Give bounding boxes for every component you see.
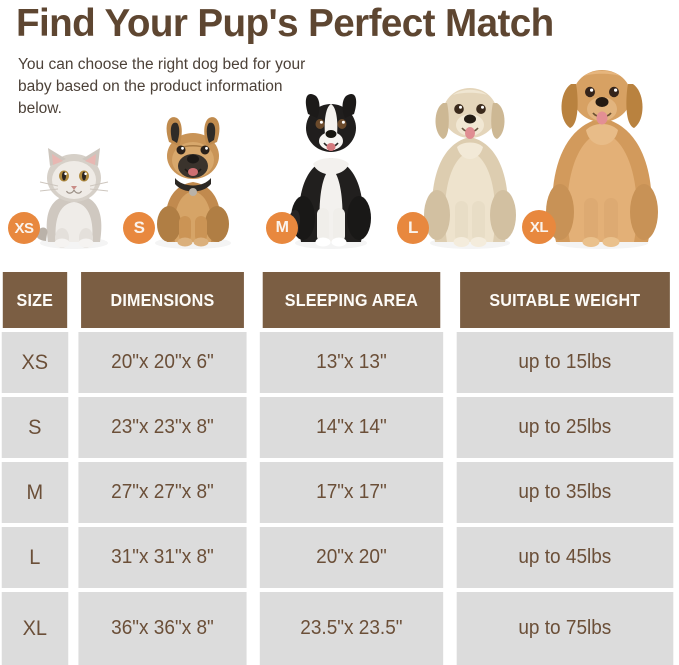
page-title: Find Your Pup's Perfect Match <box>16 2 554 45</box>
badge-xs-label: XS <box>14 219 34 237</box>
french-bulldog-illustration <box>155 117 231 249</box>
cell-sleeping-area-label: 17"x 17" <box>315 481 387 503</box>
table-row: XL 36"x 36"x 8" 23.5"x 23.5" up to 75lbs <box>0 592 679 665</box>
cell-size: XS <box>1 332 68 393</box>
badge-s-label: S <box>133 218 145 237</box>
table-row: L 31"x 31"x 8" 20"x 20" up to 45lbs <box>0 527 679 588</box>
hero-section: Find Your Pup's Perfect Match You can ch… <box>0 0 679 272</box>
column-header-dimensions: DIMENSIONS <box>80 272 244 328</box>
cell-size: M <box>1 462 68 523</box>
cell-suitable-weight: up to 45lbs <box>457 527 674 588</box>
column-header-sleeping-area-label: SLEEPING AREA <box>284 289 418 310</box>
cell-suitable-weight: up to 35lbs <box>457 462 674 523</box>
animal-m-bordercollie: M <box>266 84 379 252</box>
cell-size-label: L <box>29 545 41 569</box>
cell-suitable-weight-label: up to 75lbs <box>518 617 612 639</box>
border-collie-illustration <box>289 94 371 249</box>
animal-xs-cat: XS <box>8 142 120 252</box>
cell-size-label: XL <box>22 616 47 640</box>
cell-sleeping-area: 20"x 20" <box>259 527 443 588</box>
cell-suitable-weight-label: up to 15lbs <box>518 351 612 373</box>
cell-sleeping-area-label: 14"x 14" <box>315 416 387 438</box>
cell-dimensions: 27"x 27"x 8" <box>78 462 247 523</box>
column-header-size-label: SIZE <box>16 289 54 310</box>
cell-suitable-weight-label: up to 35lbs <box>518 481 612 503</box>
animal-lineup: XS <box>0 60 679 260</box>
cat-illustration <box>36 148 109 249</box>
cell-suitable-weight: up to 75lbs <box>457 592 674 665</box>
cell-sleeping-area: 23.5"x 23.5" <box>259 592 443 665</box>
cell-size: S <box>1 397 68 458</box>
cell-sleeping-area: 13"x 13" <box>259 332 443 393</box>
badge-xl: XL <box>522 210 556 244</box>
badge-m-label: M <box>275 219 289 236</box>
cell-dimensions-label: 23"x 23"x 8" <box>110 416 214 438</box>
animal-xl-golden-retriever-dark: XL <box>522 52 666 252</box>
cell-dimensions-label: 27"x 27"x 8" <box>110 481 214 503</box>
table-header-row: SIZE DIMENSIONS SLEEPING AREA SUITABLE W… <box>0 272 679 328</box>
badge-l-label: L <box>408 218 418 237</box>
cell-sleeping-area-label: 20"x 20" <box>315 546 387 568</box>
cell-suitable-weight-label: up to 25lbs <box>518 416 612 438</box>
cell-dimensions-label: 36"x 36"x 8" <box>110 617 214 639</box>
cell-suitable-weight-label: up to 45lbs <box>518 546 612 568</box>
badge-m: M <box>266 212 298 244</box>
badge-s: S <box>123 212 155 244</box>
cell-size: L <box>1 527 68 588</box>
table-row: S 23"x 23"x 8" 14"x 14" up to 25lbs <box>0 397 679 458</box>
column-header-sleeping-area: SLEEPING AREA <box>262 272 440 328</box>
golden-retriever-dark-illustration <box>546 70 658 249</box>
cell-dimensions-label: 31"x 31"x 8" <box>110 546 214 568</box>
table-row: XS 20"x 20"x 6" 13"x 13" up to 15lbs <box>0 332 679 393</box>
cell-size-label: XS <box>21 350 49 374</box>
cell-size: XL <box>1 592 68 665</box>
cell-dimensions: 20"x 20"x 6" <box>78 332 247 393</box>
cell-dimensions: 36"x 36"x 8" <box>78 592 247 665</box>
cell-dimensions: 31"x 31"x 8" <box>78 527 247 588</box>
golden-retriever-cream-illustration <box>424 88 516 249</box>
column-header-dimensions-label: DIMENSIONS <box>110 289 214 310</box>
column-header-size: SIZE <box>2 272 67 328</box>
cell-size-label: S <box>28 415 42 439</box>
page-subtitle: You can choose the right dog bed for you… <box>18 56 306 117</box>
badge-l: L <box>397 212 429 244</box>
size-chart-table: SIZE DIMENSIONS SLEEPING AREA SUITABLE W… <box>0 272 679 665</box>
cell-sleeping-area: 14"x 14" <box>259 397 443 458</box>
column-header-suitable-weight-label: SUITABLE WEIGHT <box>489 289 641 310</box>
cell-sleeping-area: 17"x 17" <box>259 462 443 523</box>
cell-dimensions-label: 20"x 20"x 6" <box>110 351 214 373</box>
table-row: M 27"x 27"x 8" 17"x 17" up to 35lbs <box>0 462 679 523</box>
badge-xl-label: XL <box>529 218 549 236</box>
cell-suitable-weight: up to 25lbs <box>457 397 674 458</box>
animal-l-golden-retriever-cream: L <box>397 67 525 252</box>
animal-s-frenchbulldog: S <box>123 112 243 252</box>
column-header-suitable-weight: SUITABLE WEIGHT <box>460 272 670 328</box>
cell-size-label: M <box>26 480 44 504</box>
badge-xs: XS <box>8 212 40 244</box>
cell-dimensions: 23"x 23"x 8" <box>78 397 247 458</box>
cell-sleeping-area-label: 23.5"x 23.5" <box>299 617 403 639</box>
cell-sleeping-area-label: 13"x 13" <box>315 351 387 373</box>
cell-suitable-weight: up to 15lbs <box>457 332 674 393</box>
